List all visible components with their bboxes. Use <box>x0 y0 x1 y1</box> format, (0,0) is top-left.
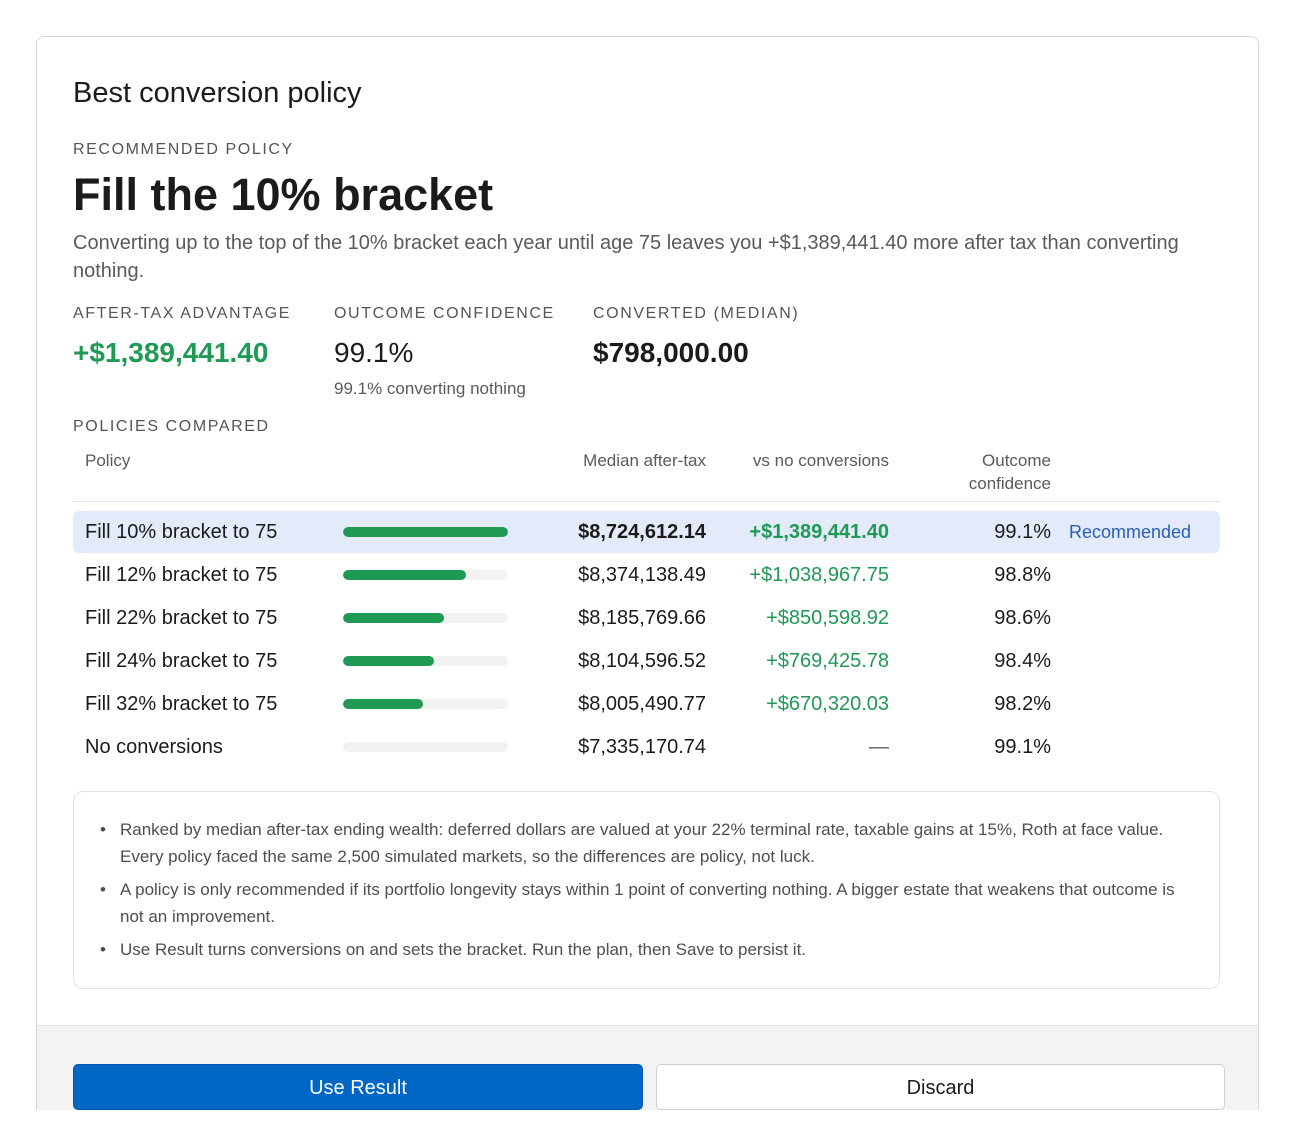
median-after-tax: $8,185,769.66 <box>578 607 706 629</box>
policy-bar-fill <box>343 613 444 623</box>
header-outcome-confidence: Outcome confidence <box>969 449 1051 495</box>
discard-button[interactable]: Discard <box>656 1064 1225 1110</box>
metric-value: $798,000.00 <box>593 337 749 368</box>
use-result-button[interactable]: Use Result <box>73 1064 643 1110</box>
outcome-confidence: 99.1% <box>994 736 1051 758</box>
policy-name: Fill 24% bracket to 75 <box>85 650 278 672</box>
median-after-tax: $8,005,490.77 <box>578 693 706 715</box>
policies-compared-label: POLICIES COMPARED <box>73 418 270 435</box>
vs-no-conversions: +$1,038,967.75 <box>749 564 889 586</box>
outcome-confidence: 99.1% <box>994 521 1051 543</box>
vs-no-conversions: +$850,598.92 <box>766 607 889 629</box>
metric-after-tax-advantage: AFTER-TAX ADVANTAGE +$1,389,441.40 <box>73 305 291 369</box>
outcome-confidence: 98.2% <box>994 693 1051 715</box>
header-confidence-line1: Outcome <box>982 451 1051 470</box>
median-after-tax: $8,724,612.14 <box>578 521 706 543</box>
recommended-policy-label: RECOMMENDED POLICY <box>73 141 294 158</box>
vs-no-conversions: — <box>869 736 889 758</box>
policy-bar-track <box>343 613 508 623</box>
median-after-tax: $7,335,170.74 <box>578 736 706 758</box>
policy-name: Fill 12% bracket to 75 <box>85 564 278 586</box>
dialog-footer: Use Result Discard <box>37 1025 1258 1110</box>
note-item: Use Result turns conversions on and sets… <box>100 936 1189 963</box>
metric-label: CONVERTED (MEDIAN) <box>593 305 800 322</box>
policy-bar-fill <box>343 570 466 580</box>
policy-bar-track <box>343 527 508 537</box>
table-row[interactable]: Fill 24% bracket to 75 $8,104,596.52 +$769… <box>73 640 1220 682</box>
vs-no-conversions: +$1,389,441.40 <box>749 521 889 543</box>
policy-name: Fill 32% bracket to 75 <box>85 693 278 715</box>
table-row[interactable]: Fill 12% bracket to 75 $8,374,138.49 +$1,0… <box>73 554 1220 596</box>
dialog-title: Best conversion policy <box>73 77 362 109</box>
policy-name: Fill 10% bracket to 75 <box>85 521 278 543</box>
policy-name: Fill 22% bracket to 75 <box>85 607 278 629</box>
table-row[interactable]: Fill 32% bracket to 75 $8,005,490.77 +$670… <box>73 683 1220 725</box>
recommended-policy-title: Fill the 10% bracket <box>73 169 494 220</box>
header-vs-no-conversions: vs no conversions <box>752 451 889 470</box>
metric-label: OUTCOME CONFIDENCE <box>334 305 555 322</box>
notes-box: Ranked by median after-tax ending wealth… <box>73 791 1220 989</box>
note-item: Ranked by median after-tax ending wealth… <box>100 816 1189 870</box>
outcome-confidence: 98.6% <box>994 607 1051 629</box>
policy-bar-fill <box>343 699 423 709</box>
policy-bar-fill <box>343 656 434 666</box>
metric-outcome-confidence: OUTCOME CONFIDENCE 99.1% 99.1% convertin… <box>334 305 555 399</box>
metric-value: +$1,389,441.40 <box>73 337 269 368</box>
policy-name: No conversions <box>85 736 223 758</box>
policies-table-header: Policy Median after-tax vs no conversion… <box>73 449 1220 502</box>
header-policy: Policy <box>85 451 131 470</box>
conversion-policy-dialog: Best conversion policy RECOMMENDED POLIC… <box>36 36 1259 1110</box>
note-item: A policy is only recommended if its port… <box>100 876 1189 930</box>
policy-bar-track <box>343 656 508 666</box>
metric-converted-median: CONVERTED (MEDIAN) $798,000.00 <box>593 305 799 369</box>
policy-bar-track <box>343 570 508 580</box>
recommended-badge: Recommended <box>1069 522 1192 542</box>
vs-no-conversions: +$670,320.03 <box>766 693 889 715</box>
outcome-confidence: 98.8% <box>994 564 1051 586</box>
policy-bar-track <box>343 699 508 709</box>
header-confidence-line2: confidence <box>968 474 1051 493</box>
header-median-after-tax: Median after-tax <box>583 451 706 470</box>
table-row[interactable]: Fill 10% bracket to 75 $8,724,612.14 +$1,3… <box>73 511 1220 553</box>
table-row[interactable]: No conversions $7,335,170.74 — 99.1% <box>73 726 1220 768</box>
median-after-tax: $8,104,596.52 <box>578 650 706 672</box>
outcome-confidence: 98.4% <box>994 650 1051 672</box>
metric-subtext: 99.1% converting nothing <box>334 379 526 398</box>
metric-value: 99.1% <box>334 337 414 368</box>
median-after-tax: $8,374,138.49 <box>578 564 706 586</box>
table-row[interactable]: Fill 22% bracket to 75 $8,185,769.66 +$850… <box>73 597 1220 639</box>
policy-bar-fill <box>343 527 508 537</box>
vs-no-conversions: +$769,425.78 <box>766 650 889 672</box>
recommended-policy-description: Converting up to the top of the 10% brac… <box>73 232 1179 282</box>
policy-bar-track <box>343 742 508 752</box>
metric-label: AFTER-TAX ADVANTAGE <box>73 305 291 322</box>
